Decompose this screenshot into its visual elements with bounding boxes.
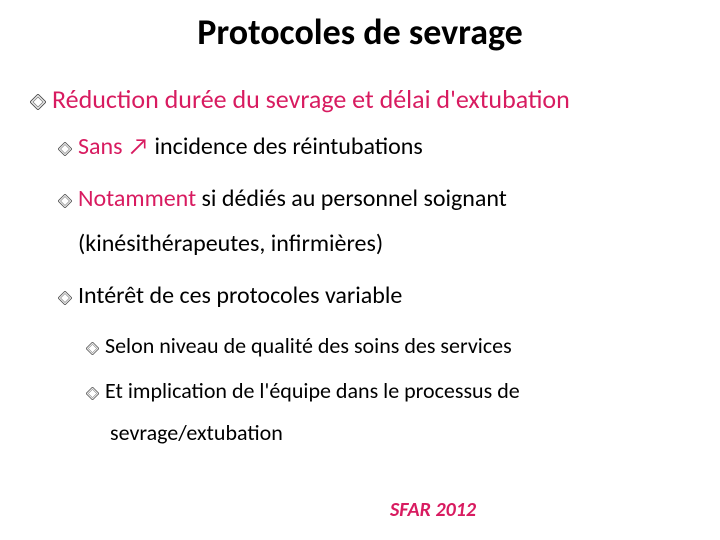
bullet-level3-selon: Selon niveau de qualité des soins des se…: [86, 331, 690, 361]
bullet-level2-notamment-paren: (kinésithérapeutes, infirmières): [78, 228, 690, 260]
bullet-level1-reduction: Réduction durée du sevrage et délai d'ex…: [30, 82, 690, 117]
diamond-icon: [30, 94, 46, 110]
bullet-text-pre: Notamment: [78, 184, 202, 213]
slide: Protocoles de sevrage Réduction durée du…: [0, 0, 720, 540]
bullet-level3-implication-cont: sevrage/extubation: [110, 418, 690, 448]
bullet-text-pre: Sans ↗: [78, 132, 155, 161]
bullet-level2-sans: Sans ↗ incidence des réintubations: [58, 131, 690, 163]
reference-citation: SFAR 2012: [390, 498, 476, 522]
bullet-text: Selon niveau de qualité des soins des se…: [105, 332, 512, 359]
bullet-text: Réduction durée du sevrage et délai d'ex…: [52, 83, 570, 115]
diamond-icon: [58, 194, 72, 208]
bullet-level3-implication: Et implication de l'équipe dans le proce…: [86, 376, 690, 406]
diamond-icon: [86, 387, 99, 400]
bullet-level2-interet: Intérêt de ces protocoles variable: [58, 280, 690, 312]
diamond-icon: [86, 342, 99, 355]
diamond-icon: [58, 142, 72, 156]
slide-title: Protocoles de sevrage: [30, 10, 690, 54]
bullet-level2-notamment: Notamment si dédiés au personnel soignan…: [58, 183, 690, 215]
bullet-text: Et implication de l'équipe dans le proce…: [105, 377, 520, 404]
bullet-text-post: incidence des réintubations: [155, 132, 423, 161]
diamond-icon: [58, 291, 72, 305]
bullet-text-post: si dédiés au personnel soignant: [202, 184, 507, 213]
bullet-text: Intérêt de ces protocoles variable: [78, 281, 402, 310]
